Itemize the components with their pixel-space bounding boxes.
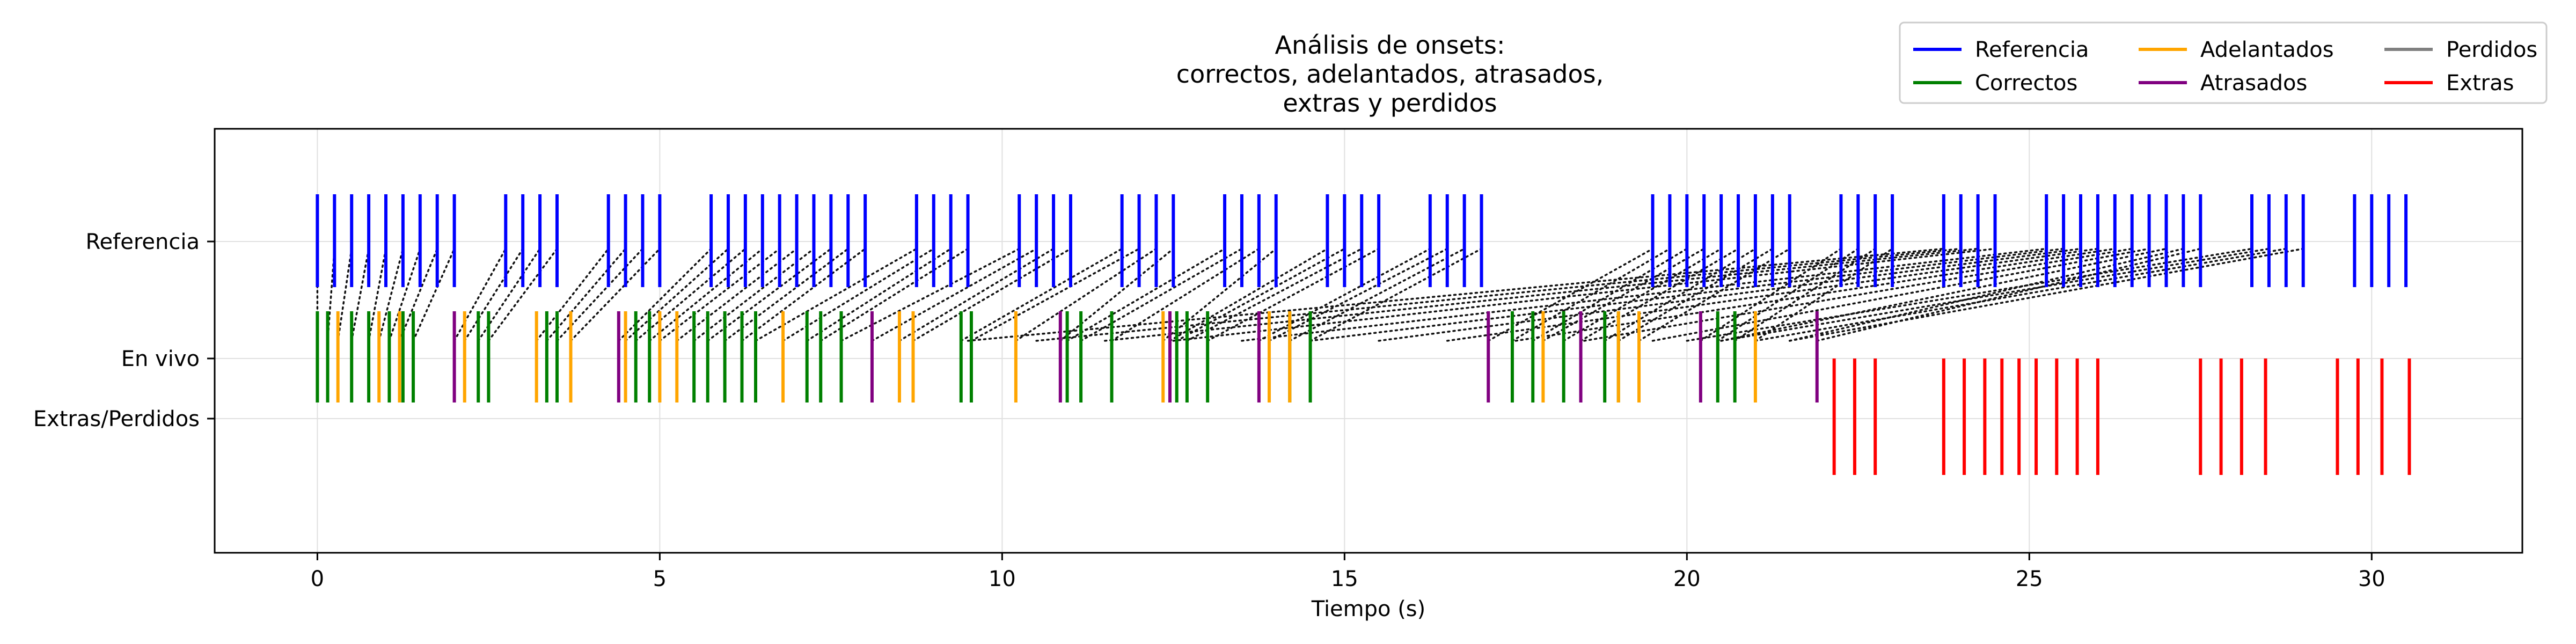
match-link [1686,247,2253,342]
legend-label: Extras [2446,71,2514,96]
match-link [755,247,918,342]
match-link [741,247,866,342]
x-axis-ticks: 0 5 10 15 20 25 30 [311,553,2385,591]
match-link [1700,247,1842,342]
x-tick-label: 25 [2016,567,2043,591]
x-tick-label: 0 [311,567,324,591]
match-link [898,247,1055,342]
match-link [1172,247,1996,342]
match-link [1542,247,1705,342]
x-axis-label: Tiempo (s) [1311,597,1426,621]
match-link [1716,247,1860,342]
match-link [706,247,832,342]
match-link [1617,247,1774,342]
match-link [693,247,815,342]
legend-label: Perdidos [2446,38,2537,62]
match-link [819,247,969,342]
match-link [569,247,661,342]
match-link [1309,247,1483,342]
match-link [1579,247,1739,342]
match-link [723,247,850,342]
legend-label: Referencia [1975,38,2089,62]
match-link [676,247,798,342]
match-link [970,247,1140,342]
match-link [1720,247,2168,342]
match-link [350,247,370,342]
match-link [871,247,1037,342]
match-link [398,247,438,342]
legend: Referencia Correctos Adelantados Atrasados P… [1899,21,2548,104]
match-link [1604,247,1757,342]
match-link [378,247,404,342]
match-link [453,247,507,342]
match-link [412,247,456,342]
match-link [1066,247,1226,342]
chart-title-line: extras y perdidos [1283,89,1497,118]
event-lines [316,194,2411,475]
match-link [1186,247,1363,342]
y-tick-label: Extras/Perdidos [33,407,200,431]
match-link [1241,247,2047,342]
legend-label: Atrasados [2200,71,2307,96]
match-link [388,247,421,342]
legend-label: Correctos [1975,71,2077,96]
match-link [1720,247,2270,342]
match-link [1638,247,1791,342]
y-tick-label: Referencia [86,230,200,254]
match-link [1169,247,1329,342]
match-link [1532,247,1688,342]
x-tick-label: 20 [1673,567,1701,591]
x-tick-label: 15 [1331,567,1358,591]
match-link [1206,247,1380,342]
match-link [967,247,1945,342]
match-link [1378,247,2082,342]
match-link [1289,247,1466,342]
legend-label: Adelantados [2200,38,2334,62]
match-link [1514,247,2116,342]
chart-title-line: Análisis de onsets: [1275,31,1505,60]
match-link [960,247,1123,342]
match-link [1258,247,1431,342]
match-link [1788,247,2304,342]
match-link [782,247,935,342]
match-link [806,247,952,342]
match-link [1175,247,1346,342]
x-tick-label: 30 [2358,567,2385,591]
match-link [463,247,524,342]
match-link [1309,247,2065,342]
match-link [1104,247,1979,342]
match-link [535,247,610,342]
match-link [368,247,387,342]
chart-title-line: correctos, adelantados, atrasados, [1176,60,1604,89]
match-link [1110,247,1260,342]
x-tick-label: 10 [989,567,1016,591]
match-link [1487,247,1654,342]
x-tick-label: 5 [653,567,667,591]
match-link [1583,247,2133,342]
match-link [618,247,712,342]
match-link [1446,247,2099,342]
match-link [1015,247,1158,342]
match-link [658,247,781,342]
axes-frame [214,128,2523,554]
match-link [336,247,353,342]
match-link [1651,247,2150,342]
chart-title: Análisis de onsets:correctos, adelantado… [1176,31,1604,118]
match-link [1754,247,2287,342]
match-link [1816,247,2202,342]
match-link [1268,247,1448,342]
grid [215,129,2522,553]
match-link [912,247,1072,342]
y-axis-ticks: Referencia En vivo Extras/Perdidos [33,230,215,431]
match-link [1035,247,1962,342]
match-link [1080,247,1243,342]
match-link [546,247,627,342]
y-tick-label: En vivo [121,347,200,371]
